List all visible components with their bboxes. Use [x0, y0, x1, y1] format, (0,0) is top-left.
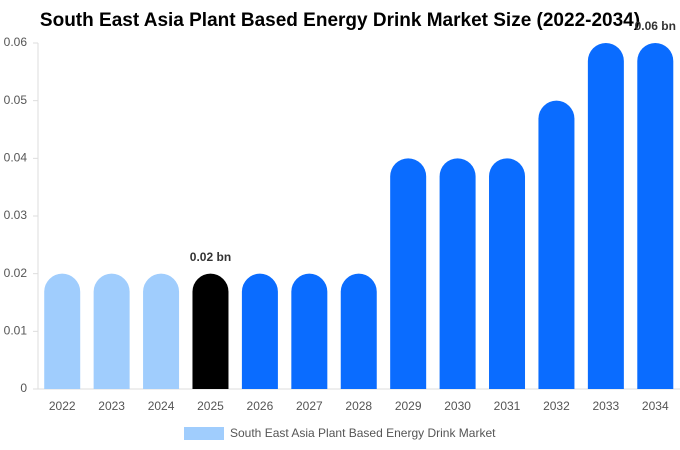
x-tick-label: 2034 [642, 399, 669, 413]
y-tick-label: 0 [20, 381, 27, 395]
x-tick-label: 2029 [395, 399, 422, 413]
bar [291, 273, 328, 389]
bar [44, 273, 81, 389]
bar [538, 100, 575, 389]
bar [587, 43, 624, 389]
y-tick-label: 0.02 [4, 266, 28, 280]
x-tick-label: 2022 [49, 399, 76, 413]
x-tick-label: 2030 [444, 399, 471, 413]
bar [489, 158, 526, 389]
x-tick-label: 2025 [197, 399, 224, 413]
bar [439, 158, 476, 389]
y-tick-label: 0.01 [4, 324, 28, 338]
data-label: 0.06 bn [635, 19, 676, 33]
bar [340, 273, 377, 389]
x-tick-label: 2028 [345, 399, 372, 413]
data-label: 0.02 bn [190, 250, 231, 264]
bars [44, 43, 674, 389]
legend-label: South East Asia Plant Based Energy Drink… [230, 426, 496, 440]
y-tick-label: 0.04 [4, 151, 28, 165]
bar [241, 273, 278, 389]
bar [637, 43, 674, 389]
x-tick-label: 2032 [543, 399, 570, 413]
bar [192, 273, 229, 389]
y-tick-label: 0.05 [4, 93, 28, 107]
y-tick-label: 0.03 [4, 208, 28, 222]
bar [390, 158, 427, 389]
bar [143, 273, 180, 389]
legend-swatch [184, 427, 224, 440]
x-tick-label: 2031 [494, 399, 521, 413]
x-tick-label: 2024 [148, 399, 175, 413]
chart-title: South East Asia Plant Based Energy Drink… [40, 10, 640, 31]
x-tick-label: 2023 [98, 399, 125, 413]
x-tick-label: 2026 [247, 399, 274, 413]
x-tick-label: 2027 [296, 399, 323, 413]
x-tick-label: 2033 [593, 399, 620, 413]
bar [93, 273, 130, 389]
y-tick-label: 0.06 [4, 35, 28, 49]
